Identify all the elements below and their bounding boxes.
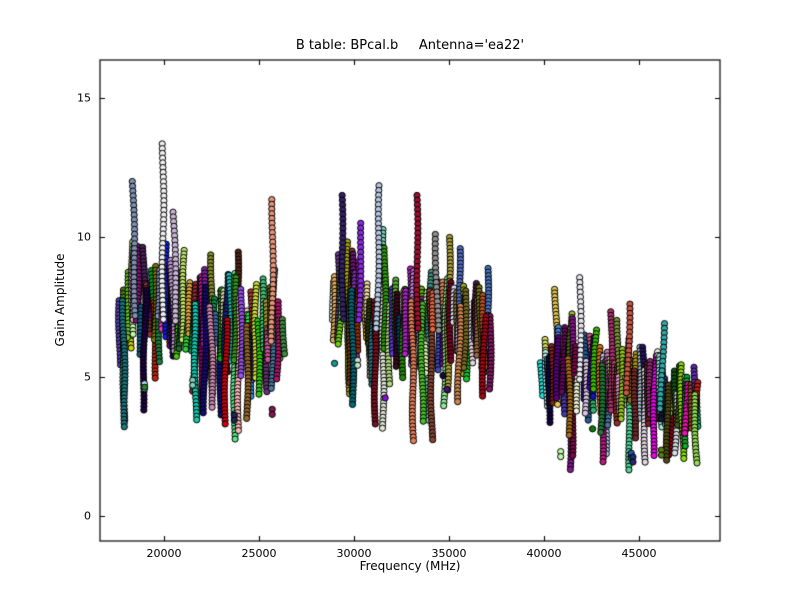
y-tick-label: 15 xyxy=(77,91,91,105)
x-tick-label: 35000 xyxy=(431,547,467,560)
y-tick-label: 0 xyxy=(84,509,91,523)
y-axis-label: Gain Amplitude xyxy=(53,253,67,347)
x-tick-label: 30000 xyxy=(336,547,372,560)
x-axis-label: Frequency (MHz) xyxy=(359,559,461,573)
y-tick-label: 5 xyxy=(84,370,91,384)
y-tick-label: 10 xyxy=(77,230,91,244)
x-tick-label: 25000 xyxy=(241,547,277,560)
x-tick-label: 45000 xyxy=(621,547,657,560)
plot-title: B table: BPcal.b Antenna='ea22' xyxy=(295,38,525,53)
x-tick-label: 20000 xyxy=(146,547,182,560)
x-tick-label: 40000 xyxy=(526,547,562,560)
